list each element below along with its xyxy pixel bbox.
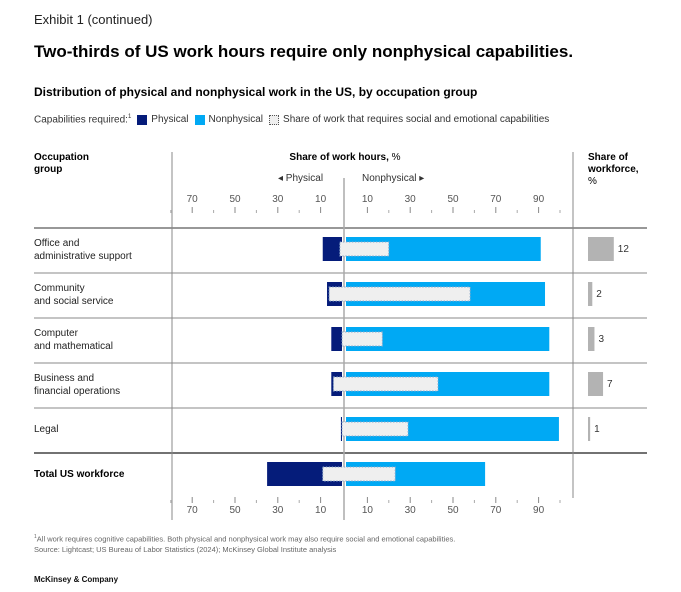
- tick-label: 70: [186, 194, 198, 205]
- tick-label: 90: [533, 194, 545, 205]
- tick-label: 70: [490, 194, 502, 205]
- legend-label-physical: Physical: [151, 114, 189, 126]
- tick-label: 10: [361, 505, 373, 516]
- category-label: Community and social service: [34, 283, 114, 307]
- column-header-workforce: Share of workforce, %: [588, 152, 639, 187]
- bar-physical: [322, 237, 342, 261]
- legend-swatch-physical: [137, 114, 148, 125]
- bar-physical: [331, 327, 342, 351]
- bar-social-emotional: [322, 466, 396, 482]
- category-label: Computer and mathematical: [34, 328, 113, 352]
- exhibit-label: Exhibit 1 (continued): [34, 12, 153, 27]
- bar-workforce: [588, 237, 614, 261]
- tick-label: 30: [272, 505, 284, 516]
- tick-label: 50: [229, 194, 241, 205]
- axis-direction-nonphysical: Nonphysical ▸: [362, 173, 425, 184]
- tick-label: 30: [404, 505, 416, 516]
- column-header-occupation: Occupation group: [34, 152, 90, 175]
- footnote-source: Source: Lightcast; US Bureau of Labor St…: [34, 544, 337, 554]
- workforce-value-label: 7: [607, 379, 613, 390]
- bar-social-emotional: [339, 241, 390, 257]
- bar-workforce: [588, 282, 593, 306]
- legend-swatch-social: [269, 114, 280, 125]
- brand-logo: McKinsey & Company: [34, 575, 119, 584]
- chart-title: Two-thirds of US work hours require only…: [34, 42, 574, 61]
- legend-swatch-nonphysical: [194, 114, 205, 125]
- bar-workforce: [588, 372, 604, 396]
- tick-label: 50: [229, 505, 241, 516]
- category-label: Total US workforce: [34, 469, 125, 480]
- tick-label: 70: [490, 505, 502, 516]
- footnote-note: 1All work requires cognitive capabilitie…: [34, 534, 456, 544]
- legend-label-social: Share of work that requires social and e…: [283, 114, 550, 126]
- workforce-value-label: 12: [617, 244, 629, 255]
- bar-workforce: [588, 417, 591, 441]
- bar-social-emotional: [328, 286, 471, 302]
- bar-physical: [340, 417, 342, 441]
- column-header-share: Share of work hours, %: [289, 152, 401, 163]
- footnotes: 1All work requires cognitive capabilitie…: [34, 532, 455, 555]
- tick-label: 10: [315, 505, 327, 516]
- tick-label: 90: [533, 505, 545, 516]
- category-label: Legal: [34, 424, 59, 435]
- bar-social-emotional: [341, 421, 409, 437]
- legend-label-nonphysical: Nonphysical: [208, 114, 264, 126]
- tick-label: 10: [315, 194, 327, 205]
- category-label: Business and financial operations: [34, 373, 121, 397]
- bar-workforce: [588, 327, 595, 351]
- workforce-value-label: 2: [596, 289, 602, 300]
- tick-label: 10: [361, 194, 373, 205]
- legend-prefix: Capabilities required:1: [34, 114, 132, 126]
- tick-label: 50: [447, 194, 459, 205]
- workforce-value-label: 3: [598, 334, 604, 345]
- bar-social-emotional: [332, 376, 439, 392]
- legend: Capabilities required:1 Physical Nonphys…: [34, 114, 549, 125]
- bar-social-emotional: [341, 331, 383, 347]
- axis-direction-physical: ◂ Physical: [278, 173, 324, 184]
- tick-label: 50: [447, 505, 459, 516]
- workforce-value-label: 1: [594, 424, 600, 435]
- tick-label: 70: [186, 505, 198, 516]
- chart-subtitle: Distribution of physical and nonphysical…: [34, 85, 478, 99]
- category-label: Office and administrative support: [34, 238, 132, 262]
- tick-label: 30: [272, 194, 284, 205]
- tick-label: 30: [404, 194, 416, 205]
